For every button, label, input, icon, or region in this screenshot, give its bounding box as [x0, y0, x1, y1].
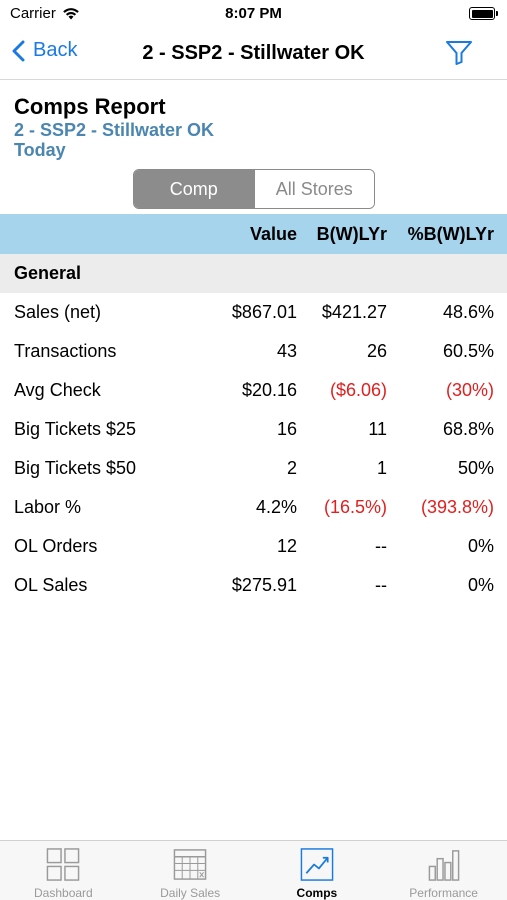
- segment-all-stores[interactable]: All Stores: [253, 170, 374, 208]
- report-title: Comps Report: [14, 94, 166, 119]
- row-pct-bw-lyr: 68.8%: [442, 419, 494, 439]
- battery-icon: [469, 7, 498, 20]
- row-value: $867.01: [231, 302, 297, 322]
- chevron-left-icon: [12, 40, 25, 61]
- tab-comps[interactable]: Comps: [254, 841, 381, 900]
- row-value: 16: [276, 419, 297, 439]
- row-value: 12: [276, 536, 297, 556]
- scope-segmented-control: Comp All Stores: [133, 169, 375, 209]
- row-bw-lyr: 11: [368, 419, 387, 439]
- row-label: Sales (net): [14, 302, 102, 322]
- row-bw-lyr: (16.5%): [323, 497, 387, 517]
- column-header-bw-lyr: B(W)LYr: [316, 224, 387, 244]
- calendar-grid-icon: [173, 849, 207, 880]
- row-bw-lyr: --: [375, 575, 387, 595]
- back-button[interactable]: Back: [12, 39, 77, 62]
- row-bw-lyr: 1: [376, 458, 387, 478]
- table-row: OL Orders 12 -- 0%: [0, 527, 507, 566]
- table-row: OL Sales $275.91 -- 0%: [0, 566, 507, 605]
- tab-label: Daily Sales: [160, 886, 221, 900]
- report-header: Comps Report 2 - SSP2 - Stillwater OK To…: [14, 94, 214, 160]
- row-value: $20.16: [241, 380, 297, 400]
- column-header-value: Value: [249, 224, 297, 244]
- report-store: 2 - SSP2 - Stillwater OK: [14, 120, 215, 140]
- back-label: Back: [33, 39, 78, 61]
- section-label: General: [14, 263, 82, 283]
- table-row: Big Tickets $50 2 1 50%: [0, 449, 507, 488]
- filter-icon: [446, 41, 472, 65]
- table-row: Avg Check $20.16 ($6.06) (30%): [0, 371, 507, 410]
- row-label: OL Sales: [14, 575, 88, 595]
- row-label: Big Tickets $50: [14, 458, 137, 478]
- row-pct-bw-lyr: (393.8%): [420, 497, 494, 517]
- row-pct-bw-lyr: 0%: [467, 536, 494, 556]
- segment-comp[interactable]: Comp: [134, 170, 254, 208]
- table-header: Value B(W)LYr %B(W)LYr: [0, 214, 507, 254]
- row-pct-bw-lyr: 60.5%: [442, 341, 494, 361]
- tab-performance[interactable]: Performance: [380, 841, 507, 900]
- carrier-name: Carrier: [10, 5, 56, 22]
- wifi-icon: [63, 8, 79, 20]
- row-label: Transactions: [14, 341, 117, 361]
- row-label: Labor %: [14, 497, 82, 517]
- filter-button[interactable]: [445, 40, 473, 71]
- row-pct-bw-lyr: 48.6%: [442, 302, 494, 322]
- bar-chart-icon: [428, 850, 459, 881]
- table-row: Transactions 43 26 60.5%: [0, 332, 507, 371]
- row-value: 2: [286, 458, 297, 478]
- row-bw-lyr: 26: [366, 341, 387, 361]
- tab-dashboard[interactable]: Dashboard: [0, 841, 127, 900]
- status-bar: Carrier 8:07 PM: [0, 0, 507, 30]
- trend-chart-icon: [300, 848, 334, 881]
- tab-label: Performance: [409, 886, 478, 900]
- tab-daily-sales[interactable]: Daily Sales: [127, 841, 254, 900]
- row-pct-bw-lyr: (30%): [445, 380, 494, 400]
- tab-bar: Dashboard Daily Sales Comps Perform: [0, 840, 507, 900]
- navigation-bar: Back 2 - SSP2 - Stillwater OK: [0, 30, 507, 80]
- row-label: OL Orders: [14, 536, 98, 556]
- row-value: 4.2%: [255, 497, 297, 517]
- tab-label: Dashboard: [34, 886, 93, 900]
- section-header-general: General: [0, 254, 507, 293]
- clock: 8:07 PM: [225, 5, 282, 22]
- row-bw-lyr: $421.27: [321, 302, 387, 322]
- nav-title: 2 - SSP2 - Stillwater OK: [142, 42, 365, 64]
- row-label: Big Tickets $25: [14, 419, 137, 439]
- column-header-pct-bw-lyr: %B(W)LYr: [407, 224, 494, 244]
- tab-label: Comps: [296, 886, 338, 900]
- dashboard-icon: [47, 848, 80, 881]
- table-row: Sales (net) $867.01 $421.27 48.6%: [0, 293, 507, 332]
- table-row: Labor % 4.2% (16.5%) (393.8%): [0, 488, 507, 527]
- table-row: Big Tickets $25 16 11 68.8%: [0, 410, 507, 449]
- row-value: 43: [276, 341, 297, 361]
- row-value: $275.91: [231, 575, 297, 595]
- row-bw-lyr: --: [375, 536, 387, 556]
- carrier-indicator: Carrier: [10, 5, 80, 22]
- row-bw-lyr: ($6.06): [329, 380, 387, 400]
- report-period: Today: [14, 140, 66, 160]
- row-pct-bw-lyr: 50%: [457, 458, 494, 478]
- row-label: Avg Check: [14, 380, 101, 400]
- row-pct-bw-lyr: 0%: [467, 575, 494, 595]
